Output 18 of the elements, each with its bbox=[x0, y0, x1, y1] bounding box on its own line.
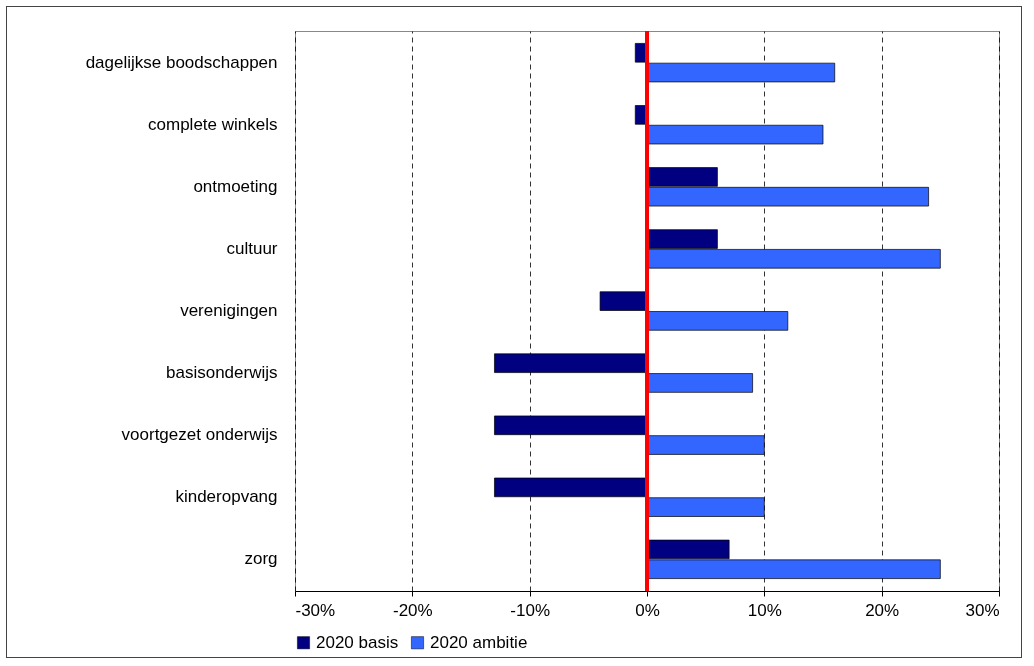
x-tick-label: 0% bbox=[635, 600, 660, 620]
x-tick-label: -20% bbox=[392, 600, 433, 620]
legend-label: 2020 basis bbox=[316, 632, 399, 652]
y-tick-label: kinderopvang bbox=[175, 487, 278, 507]
y-tick-label: basisonderwijs bbox=[166, 363, 278, 383]
x-tick-label: 10% bbox=[747, 600, 782, 620]
y-tick-label: zorg bbox=[244, 549, 278, 569]
legend-label: 2020 ambitie bbox=[430, 632, 528, 652]
x-tick-label: -10% bbox=[510, 600, 551, 620]
y-tick-label: cultuur bbox=[226, 238, 278, 258]
x-tick-label: -30% bbox=[295, 600, 336, 620]
x-tick-label: 30% bbox=[965, 600, 1000, 620]
y-tick-label: voortgezet onderwijs bbox=[121, 425, 278, 445]
y-tick-label: ontmoeting bbox=[193, 176, 278, 196]
y-tick-label: complete winkels bbox=[148, 114, 278, 134]
y-tick-label: verenigingen bbox=[180, 301, 278, 320]
x-tick-label: 20% bbox=[865, 600, 900, 620]
y-tick-label: dagelijkse boodschappen bbox=[85, 52, 278, 72]
